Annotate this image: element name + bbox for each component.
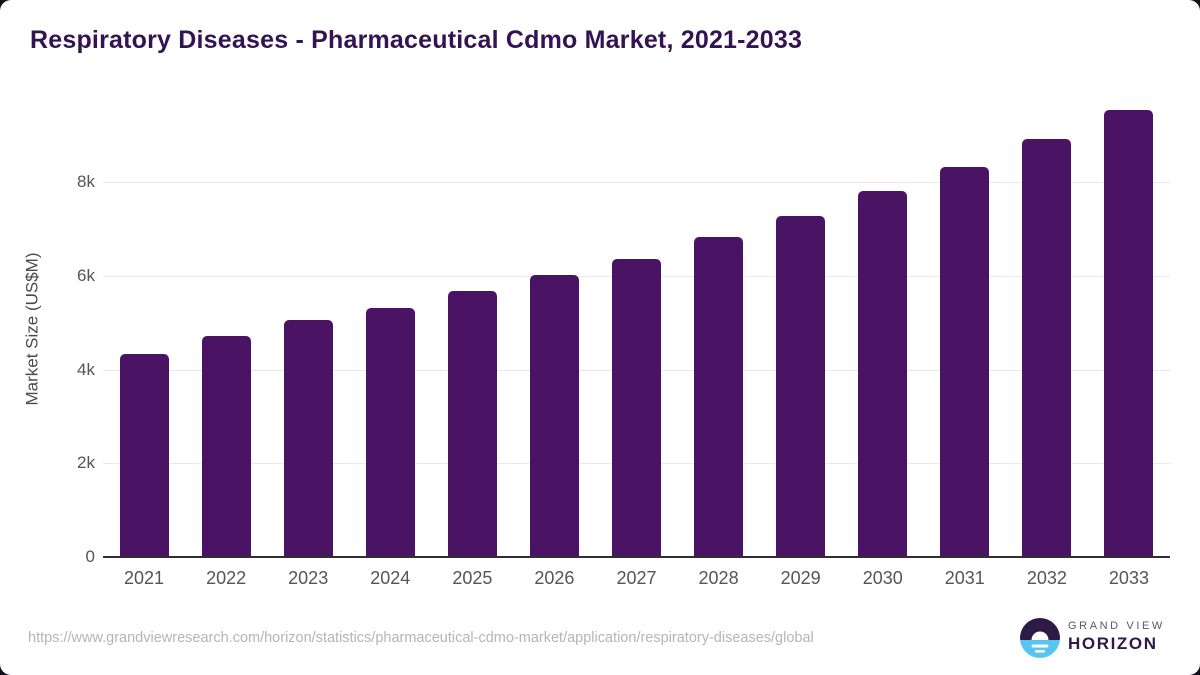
rounded-corner-top-left [0,0,22,22]
y-axis-title: Market Size (US$M) [18,100,48,557]
bar-2031[interactable] [940,166,990,556]
x-tick-label-2028: 2028 [698,568,739,588]
x-tick-label-2022: 2022 [206,568,247,588]
y-tick-label-2k: 2k [77,453,95,473]
y-tick-label-8k: 8k [77,172,95,191]
bar-2023[interactable] [283,320,333,556]
bar-2026[interactable] [529,274,579,556]
logo-text: GRAND VIEW HORIZON [1068,620,1165,654]
grand-view-horizon-logo: GRAND VIEW HORIZON [1020,617,1170,661]
bar-2025[interactable] [447,290,497,556]
bar-2033[interactable] [1104,109,1154,556]
bar-2027[interactable] [612,259,661,556]
source-url: https://www.grandviewresearch.com/horizo… [28,630,814,646]
x-tick-label-2024: 2024 [370,568,411,588]
x-tick-label-2026: 2026 [534,568,575,588]
bar-2021[interactable] [119,353,169,556]
x-tick-label-2031: 2031 [944,568,985,588]
x-axis-line [103,556,1170,558]
x-tick-label-2027: 2027 [616,568,657,588]
bar-2022[interactable] [201,335,251,556]
rounded-corner-top-right [1178,0,1200,22]
y-tick-label-0: 0 [85,547,95,566]
x-tick-label-2021: 2021 [124,568,165,588]
bar-2024[interactable] [365,308,415,556]
gridline-8k [103,182,1170,183]
bar-2032[interactable] [1022,139,1072,556]
x-tick-label-2029: 2029 [780,568,821,588]
x-tick-label-2025: 2025 [452,568,493,588]
bar-2029[interactable] [776,216,826,556]
bar-2028[interactable] [694,237,744,556]
y-tick-label-4k: 4k [77,359,95,379]
chart-title: Respiratory Diseases - Pharmaceutical Cd… [30,26,803,54]
x-tick-label-2033: 2033 [1108,568,1149,588]
bar-chart-plot-area [103,100,1170,558]
x-tick-label-2032: 2032 [1026,568,1067,588]
rounded-corner-bottom-right [1178,653,1200,675]
bar-2030[interactable] [858,191,908,556]
rounded-corner-bottom-left [0,653,22,675]
logo-text-horizon: HORIZON [1068,634,1158,653]
x-tick-label-2023: 2023 [288,568,329,588]
horizon-sun-icon [1020,618,1060,658]
x-tick-label-2030: 2030 [862,568,903,588]
y-tick-label-6k: 6k [77,265,95,285]
logo-text-grand-view: GRAND VIEW [1068,620,1165,632]
